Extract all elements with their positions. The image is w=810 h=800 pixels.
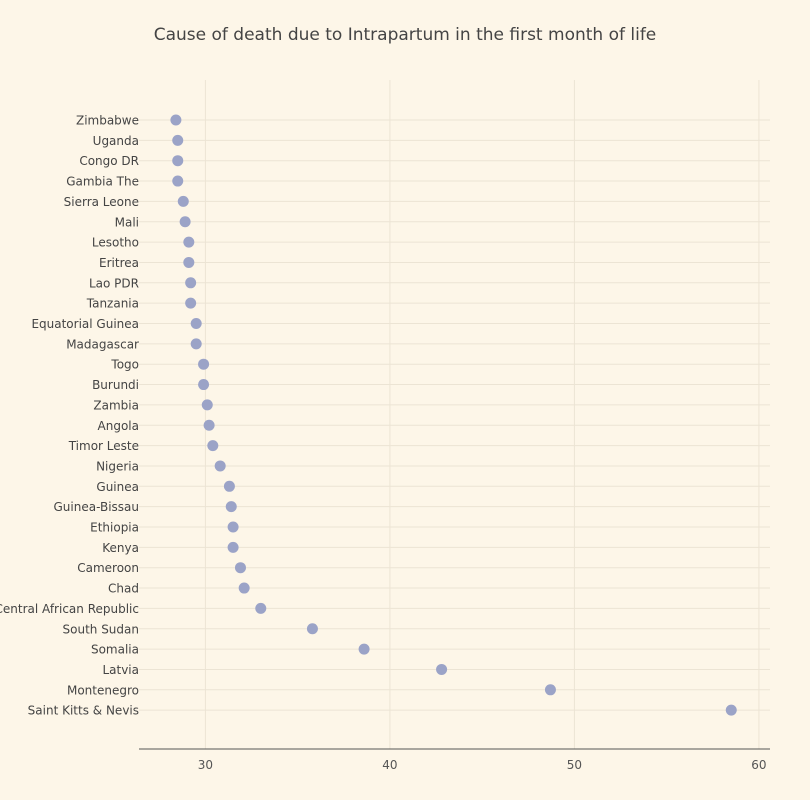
data-point [177, 195, 189, 207]
y-tick-label: Togo [110, 358, 139, 372]
y-tick-label: Mali [115, 215, 139, 229]
y-axis-labels: Zimbabwe Uganda Congo DR Gambia The Sierra L… [0, 114, 139, 718]
y-tick-label: Lao PDR [89, 276, 139, 290]
y-tick-label: South Sudan [63, 622, 140, 636]
y-tick-label: Guinea-Bissau [53, 500, 139, 514]
y-tick-label: Latvia [102, 663, 139, 677]
data-point [225, 501, 237, 513]
data-point [190, 338, 202, 350]
data-point [190, 318, 202, 329]
data-point [544, 684, 556, 696]
data-point [207, 440, 219, 452]
x-tick-label: 50 [567, 758, 582, 772]
vertical-gridlines [204, 80, 760, 749]
y-tick-label: Equatorial Guinea [31, 317, 139, 331]
x-axis-ticks: 30 40 50 60 [198, 758, 767, 772]
y-tick-label: Gambia The [66, 175, 139, 189]
y-tick-label: Eritrea [99, 256, 139, 270]
data-point [436, 663, 448, 675]
y-tick-label: Angola [98, 419, 139, 433]
y-tick-label: Cameroon [77, 561, 139, 575]
data-point [170, 114, 182, 126]
y-tick-label: Somalia [91, 643, 139, 657]
data-point [214, 460, 226, 472]
y-tick-label: Chad [108, 582, 139, 596]
data-point [185, 297, 197, 309]
y-tick-label: Zimbabwe [76, 114, 139, 128]
data-point [234, 562, 246, 574]
data-point [183, 236, 195, 248]
data-point [172, 134, 184, 146]
y-tick-label: Lesotho [92, 236, 139, 250]
y-tick-label: Timor Leste [68, 439, 139, 453]
x-tick-label: 60 [751, 758, 766, 772]
y-tick-label: Zambia [93, 398, 139, 412]
data-point [179, 216, 191, 228]
data-point [223, 480, 235, 492]
horizontal-gridlines [139, 119, 770, 711]
data-point [725, 704, 737, 716]
y-tick-label: Uganda [93, 134, 139, 148]
data-point [238, 582, 250, 594]
data-point [201, 399, 213, 411]
data-point [185, 277, 197, 289]
x-tick-label: 30 [198, 758, 213, 772]
data-point [306, 623, 318, 635]
y-tick-label: Sierra Leone [64, 195, 139, 209]
data-point [172, 155, 184, 167]
y-tick-label: Burundi [92, 378, 139, 392]
data-point [203, 419, 215, 431]
y-tick-label: Nigeria [96, 459, 139, 473]
data-point [183, 256, 195, 268]
y-tick-label: Central African Republic [0, 602, 139, 616]
y-tick-label: Guinea [96, 480, 139, 494]
data-point [358, 643, 370, 655]
chart-title: Cause of death due to Intrapartum in the… [154, 25, 657, 45]
y-tick-label: Tanzania [86, 297, 139, 311]
y-tick-label: Congo DR [79, 154, 139, 168]
data-point [255, 602, 267, 614]
y-tick-label: Madagascar [66, 337, 139, 351]
data-point [227, 521, 239, 533]
data-points [170, 114, 737, 716]
data-point [227, 541, 239, 553]
y-tick-label: Ethiopia [90, 521, 139, 535]
x-tick-label: 40 [382, 758, 397, 772]
y-tick-label: Saint Kitts & Nevis [28, 704, 139, 718]
y-tick-label: Montenegro [67, 683, 139, 697]
data-point [172, 175, 184, 187]
data-point [198, 358, 210, 370]
y-tick-label: Kenya [102, 541, 139, 555]
data-point [198, 379, 210, 391]
